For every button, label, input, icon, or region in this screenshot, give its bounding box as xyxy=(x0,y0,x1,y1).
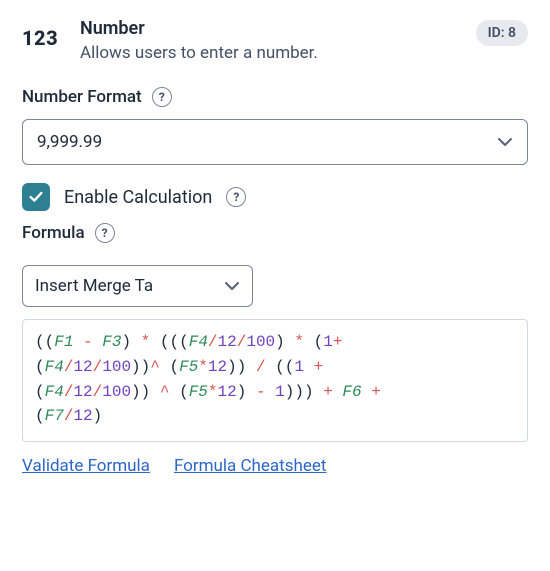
enable-calc-checkbox[interactable] xyxy=(22,183,50,211)
header-text: Number Allows users to enter a number. xyxy=(80,18,458,63)
number-format-select[interactable]: 9,999.99 xyxy=(22,119,528,165)
chevron-down-icon xyxy=(224,278,240,294)
help-icon[interactable]: ? xyxy=(152,87,172,107)
insert-merge-tag-select[interactable]: Insert Merge Ta xyxy=(22,265,253,307)
formula-label-text: Formula xyxy=(22,223,85,243)
help-icon[interactable]: ? xyxy=(226,187,246,207)
field-description: Allows users to enter a number. xyxy=(80,43,458,63)
formula-label: Formula ? xyxy=(22,223,528,243)
enable-calc-row: Enable Calculation ? xyxy=(22,183,528,211)
field-id-badge: ID: 8 xyxy=(476,20,528,46)
number-format-label: Number Format ? xyxy=(22,87,528,107)
formula-links: Validate Formula Formula Cheatsheet xyxy=(22,456,528,476)
enable-calc-label: Enable Calculation xyxy=(64,187,212,208)
validate-formula-link[interactable]: Validate Formula xyxy=(22,456,150,476)
formula-textarea[interactable]: ((F1 - F3) * (((F4/12/100) * (1+(F4/12/1… xyxy=(22,319,528,442)
type-icon-number: 123 xyxy=(22,26,62,50)
help-icon[interactable]: ? xyxy=(95,223,115,243)
formula-cheatsheet-link[interactable]: Formula Cheatsheet xyxy=(174,456,327,476)
chevron-down-icon xyxy=(497,134,513,150)
field-title: Number xyxy=(80,18,458,39)
number-format-value: 9,999.99 xyxy=(37,132,102,152)
insert-merge-tag-label: Insert Merge Ta xyxy=(35,276,153,296)
number-format-label-text: Number Format xyxy=(22,87,142,107)
field-header: 123 Number Allows users to enter a numbe… xyxy=(22,18,528,63)
